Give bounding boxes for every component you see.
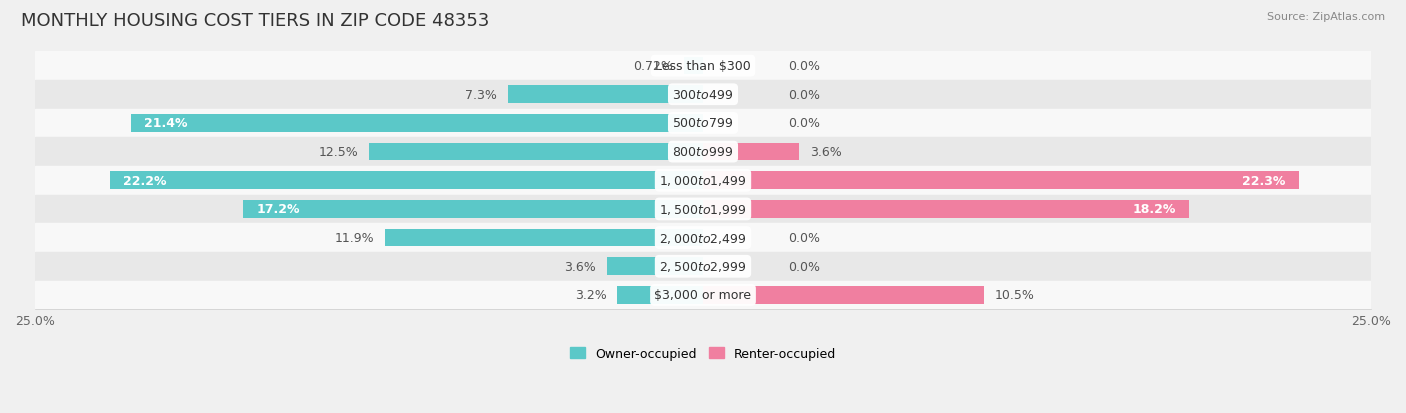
Bar — [35, 224, 1371, 252]
Text: 10.5%: 10.5% — [994, 289, 1035, 302]
Text: MONTHLY HOUSING COST TIERS IN ZIP CODE 48353: MONTHLY HOUSING COST TIERS IN ZIP CODE 4… — [21, 12, 489, 30]
Text: 0.0%: 0.0% — [789, 60, 821, 73]
Text: 22.2%: 22.2% — [124, 174, 167, 188]
Bar — [35, 138, 1371, 166]
Text: 0.0%: 0.0% — [789, 232, 821, 244]
Bar — [703, 143, 799, 161]
Text: 22.3%: 22.3% — [1241, 174, 1285, 188]
Bar — [243, 201, 703, 218]
Text: 7.3%: 7.3% — [465, 88, 498, 102]
Text: $2,000 to $2,499: $2,000 to $2,499 — [659, 231, 747, 245]
Bar — [131, 115, 703, 133]
Bar — [617, 286, 703, 304]
Text: 3.6%: 3.6% — [564, 260, 596, 273]
Text: 11.9%: 11.9% — [335, 232, 374, 244]
Text: 0.0%: 0.0% — [789, 260, 821, 273]
Bar — [385, 229, 703, 247]
Text: 12.5%: 12.5% — [319, 146, 359, 159]
Text: 0.0%: 0.0% — [789, 117, 821, 130]
Text: $3,000 or more: $3,000 or more — [655, 289, 751, 302]
Text: 18.2%: 18.2% — [1133, 203, 1175, 216]
Bar — [35, 281, 1371, 309]
Bar — [703, 172, 1299, 190]
Bar — [35, 52, 1371, 81]
Bar — [703, 286, 984, 304]
Text: 17.2%: 17.2% — [257, 203, 301, 216]
Bar — [703, 201, 1189, 218]
Text: $1,500 to $1,999: $1,500 to $1,999 — [659, 202, 747, 216]
Bar — [508, 86, 703, 104]
Bar — [110, 172, 703, 190]
Legend: Owner-occupied, Renter-occupied: Owner-occupied, Renter-occupied — [569, 347, 837, 360]
Text: 0.72%: 0.72% — [633, 60, 673, 73]
Text: 3.2%: 3.2% — [575, 289, 607, 302]
Text: $1,000 to $1,499: $1,000 to $1,499 — [659, 174, 747, 188]
Text: 3.6%: 3.6% — [810, 146, 842, 159]
Text: $800 to $999: $800 to $999 — [672, 146, 734, 159]
Bar — [607, 258, 703, 275]
Text: 0.0%: 0.0% — [789, 88, 821, 102]
Bar — [683, 57, 703, 75]
Bar — [35, 109, 1371, 138]
Bar — [368, 143, 703, 161]
Text: $500 to $799: $500 to $799 — [672, 117, 734, 130]
Bar — [35, 195, 1371, 224]
Text: Less than $300: Less than $300 — [655, 60, 751, 73]
Text: 21.4%: 21.4% — [145, 117, 188, 130]
Bar — [35, 166, 1371, 195]
Text: $300 to $499: $300 to $499 — [672, 88, 734, 102]
Text: Source: ZipAtlas.com: Source: ZipAtlas.com — [1267, 12, 1385, 22]
Bar — [35, 81, 1371, 109]
Text: $2,500 to $2,999: $2,500 to $2,999 — [659, 260, 747, 274]
Bar — [35, 252, 1371, 281]
